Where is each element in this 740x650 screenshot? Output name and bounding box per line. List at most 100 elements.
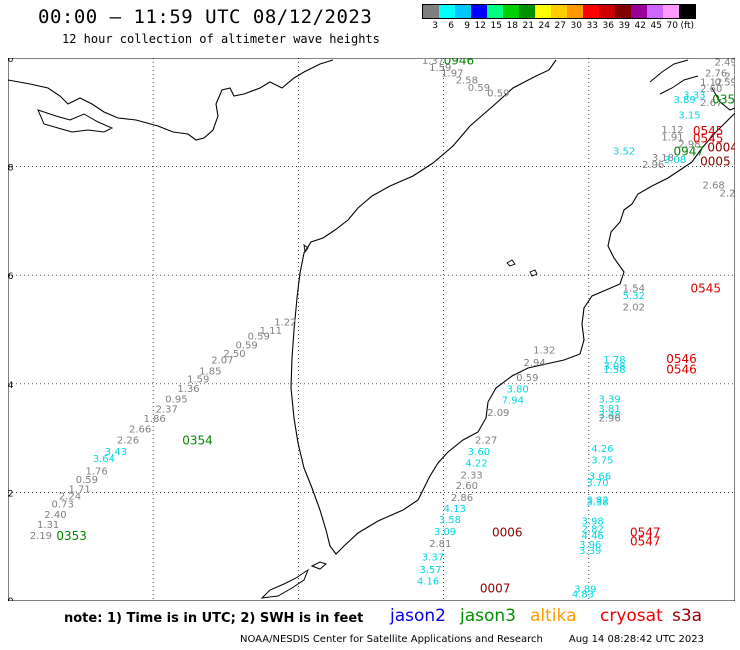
wave-height-reading: 3.81 [598,404,620,415]
wave-height-reading: 3.96 [579,540,601,551]
wave-height-reading: 2.82 [582,525,604,536]
wave-height-reading: 2.60 [456,481,478,492]
wave-height-reading: 3.52 [613,147,635,158]
kuril-islands [260,561,328,599]
wave-height-reading: 3.58 [439,515,461,526]
legend-swatches [422,4,696,19]
wave-height-reading: 3.43 [105,447,127,458]
generated-timestamp: Aug 14 08:28:42 UTC 2023 [568,634,705,645]
legend-tick: 3 [432,21,438,31]
legend-swatch [487,5,503,18]
legend-tick: 30 [570,21,582,31]
latitude-label: 60 [8,58,14,65]
footnote: note: 1) Time is in UTC; 2) SWH is in fe… [64,611,364,626]
wave-height-reading: 1.71 [69,484,91,495]
wave-height-reading: 2.27 [475,436,497,447]
wave-height-reading: 2.02 [623,302,645,313]
pass-time-label: 0545 [693,132,724,146]
wave-height-reading: 3.80 [507,384,529,395]
wave-height-reading: 2.81 [429,539,451,550]
wave-height-reading: 3.82 [586,495,608,506]
legend-swatch [503,5,519,18]
wave-height-reading: 2.07 [211,356,233,367]
wave-height-reading: 3.39 [598,394,620,405]
pass-time-label: 0547 [630,535,661,549]
wave-height-reading: 3.18 [652,153,674,164]
wave-height-reading: 3.39 [579,546,601,557]
wave-height-reading: 2.96 [642,160,664,171]
satellite-name: cryosat [600,606,663,626]
wave-height-reading: 3.15 [678,110,700,121]
wave-height-reading: 4.22 [465,458,487,469]
wave-height-reading: 3.60 [468,447,490,458]
latitude-label: 50 [8,597,14,601]
pass-time-label: 0545 [693,124,724,138]
wave-height-reading: 4.46 [582,531,604,542]
page-title: 00:00 — 11:59 UTC 08/12/2023 [38,6,373,28]
legend-tick: 21 [522,21,534,31]
wave-height-reading: 3.89 [674,95,696,106]
wave-height-reading: 2.24 [59,491,81,502]
wave-height-reading: 0.59 [715,78,735,89]
wave-height-reading: 3.48 [598,410,620,421]
wave-height-reading: 2.76 [705,68,727,79]
wave-height-reading: 1.78 [603,355,625,366]
wave-height-reading: 2.94 [724,72,735,83]
wave-height-reading: 3.70 [586,478,608,489]
islands [303,243,538,277]
wave-height-reading: 2.50 [223,349,245,360]
map-frame [8,58,735,601]
pass-time-label: 0947 [674,145,705,159]
wave-height-reading: 3.57 [419,565,441,576]
pass-time-label: 0004 [707,140,735,154]
wave-height-reading: 3.08 [603,362,625,373]
wave-height-reading: 2.58 [456,76,478,87]
wave-height-reading: 2.09 [487,408,509,419]
credit-text: NOAA/NESDIS Center for Satellite Applica… [240,634,543,645]
legend-swatch [679,5,695,18]
legend-swatch [423,5,439,18]
karaginsky-coast [649,59,735,111]
satellite-name: jason2 [390,606,446,626]
wave-height-reading: 3.09 [434,527,456,538]
legend-tick: 24 [538,21,550,31]
wave-height-reading: 3.89 [574,584,596,595]
legend-tick: 70 [666,21,678,31]
axis-labels: 150153156159162165605856545250 [8,58,14,601]
wave-height-readings: 1.371.591.972.580.590.592.490.592.762.94… [30,58,735,601]
legend-swatch [567,5,583,18]
wave-height-reading: 2.60 [700,84,722,95]
footer-credit: NOAA/NESDIS Center for Satellite Applica… [240,634,704,645]
wave-height-reading: 2.67 [700,98,722,109]
wave-height-reading: 4.16 [417,577,439,588]
latitude-label: 52 [8,489,13,499]
pass-time-label: 0354 [182,434,213,448]
magadan-coastline [8,59,334,141]
legend-tick: 45 [650,21,662,31]
wave-height-reading: 1.11 [260,326,282,337]
wave-height-reading: 3.33 [683,91,705,102]
wave-height-reading: 2.29 [719,188,735,199]
wave-height-reading: 2.98 [678,140,700,151]
wave-height-reading: 2.94 [523,358,545,369]
wave-height-reading: 1.59 [187,375,209,386]
legend-swatch [519,5,535,18]
wave-height-reading: 1.32 [533,345,555,356]
koni-peninsula [37,109,114,133]
pass-time-labels: 0946035605450545000409470005054505460546… [56,58,735,595]
wave-height-reading: 1.76 [85,466,107,477]
legend-swatch [455,5,471,18]
wave-height-reading: 2.40 [44,510,66,521]
pass-time-label: 0547 [630,525,661,539]
wave-height-reading: 1.86 [144,414,166,425]
wave-height-reading: 1.31 [37,520,59,531]
legend-swatch [439,5,455,18]
pass-time-label: 0005 [700,155,731,169]
pass-time-label: 0545 [690,282,721,296]
wave-height-reading: 3.66 [589,471,611,482]
wave-height-reading: 3.37 [422,552,444,563]
wave-height-reading: 1.12 [661,125,683,136]
legend-tick: 33 [586,21,598,31]
kamchatka-coastline [290,59,735,555]
wave-height-reading: 1.37 [422,58,444,67]
